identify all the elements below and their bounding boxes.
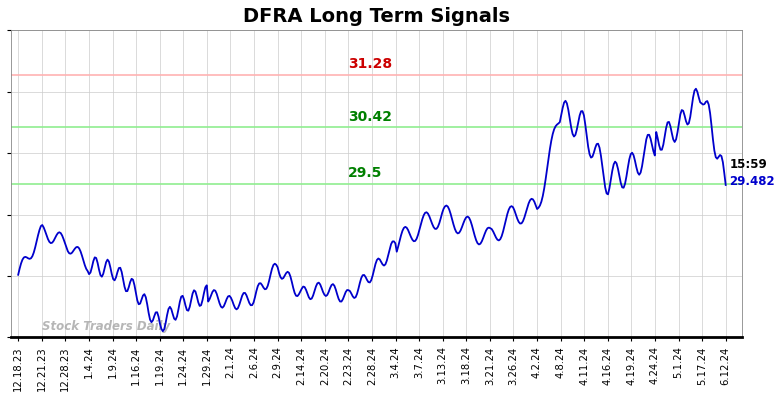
- Text: Stock Traders Daily: Stock Traders Daily: [42, 320, 170, 333]
- Title: DFRA Long Term Signals: DFRA Long Term Signals: [243, 7, 510, 26]
- Text: 30.42: 30.42: [348, 109, 392, 124]
- Text: 29.482: 29.482: [729, 175, 775, 188]
- Text: 29.5: 29.5: [348, 166, 383, 180]
- Text: 15:59: 15:59: [729, 158, 767, 172]
- Text: 31.28: 31.28: [348, 57, 393, 71]
